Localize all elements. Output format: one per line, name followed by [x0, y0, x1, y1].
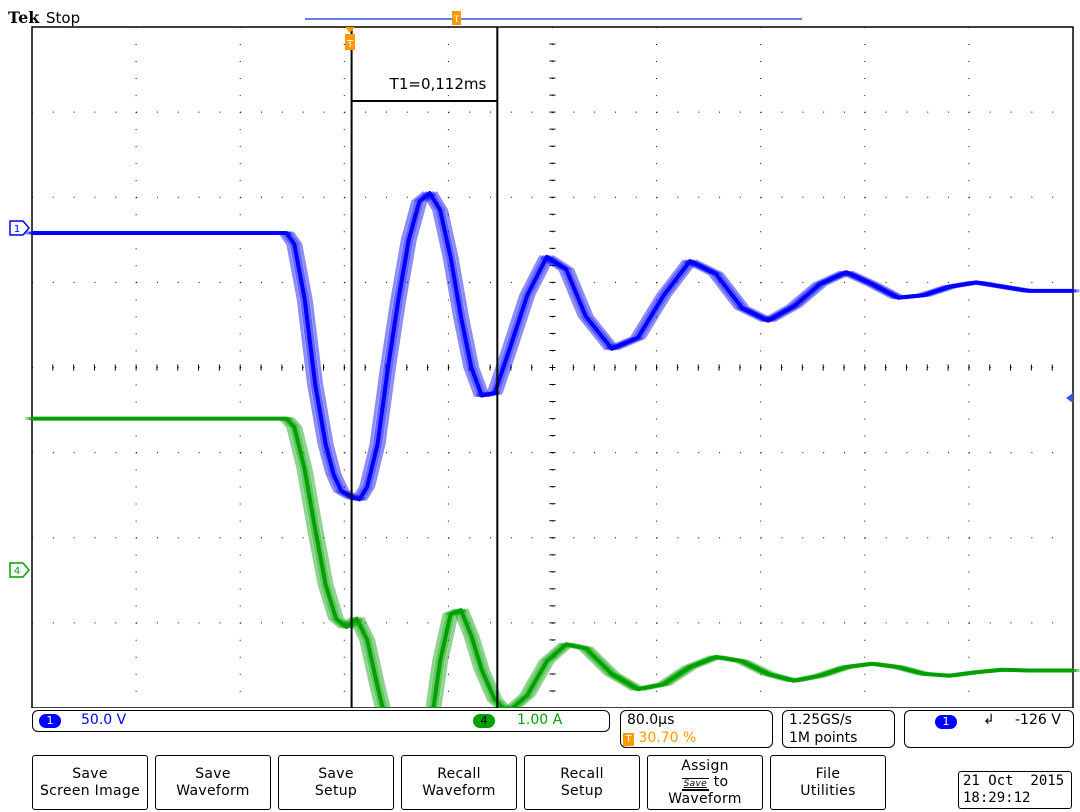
- ch1-trace-sweep: [28, 191, 1070, 501]
- trigger-position-marker[interactable]: T: [345, 27, 355, 50]
- save-waveform-button[interactable]: Save Waveform: [155, 755, 271, 810]
- horizontal-readout[interactable]: 80.0µs T 30.70 %: [620, 710, 773, 748]
- ch1-trace-sweep: [32, 191, 1073, 502]
- svg-text:1: 1: [14, 224, 20, 235]
- trigger-slope-icon: ↲: [983, 712, 995, 728]
- ch4-trace: [25, 416, 1080, 708]
- ch1-scale: 50.0 V: [81, 712, 127, 728]
- trigger-source-indicator: 1: [935, 715, 957, 729]
- timebase: 80.0µs: [627, 712, 675, 728]
- trigger-level: -126 V: [1015, 712, 1061, 728]
- ch1-trace-sweep: [38, 191, 1080, 501]
- svg-text:4: 4: [14, 566, 20, 577]
- record-length: 1M points: [789, 730, 858, 746]
- time: 18:29:12: [963, 790, 1031, 806]
- vertical-scale-readout[interactable]: 1 50.0 V 4 1.00 A: [32, 710, 610, 732]
- ch4-indicator: 4: [473, 714, 495, 728]
- cursor-lines[interactable]: [350, 27, 499, 708]
- recall-waveform-button[interactable]: Recall Waveform: [401, 755, 517, 810]
- ch4-trace-sweep: [32, 416, 1073, 708]
- record-trigger-marker: T: [452, 11, 461, 25]
- svg-text:T: T: [453, 15, 460, 25]
- assign-save-button[interactable]: Assign Save to Waveform: [647, 755, 763, 810]
- waveform-traces: [25, 191, 1080, 708]
- date: 21 Oct 2015: [963, 773, 1065, 789]
- channel4-ground-marker[interactable]: 4: [9, 562, 30, 578]
- brand-logo: Tek: [8, 8, 40, 27]
- svg-text:T: T: [346, 39, 354, 50]
- ch1-indicator: 1: [39, 714, 61, 728]
- save-key-icon: Save: [681, 778, 709, 791]
- ch4-trace-sweep: [35, 417, 1077, 708]
- ch1-trace-sweep: [25, 191, 1067, 501]
- trigger-position-percent: 30.70 %: [638, 730, 697, 746]
- ch4-trace-sweep: [38, 417, 1080, 708]
- file-utilities-button[interactable]: File Utilities: [770, 755, 886, 810]
- trigger-position-icon: T: [623, 733, 634, 746]
- ch1-trace-sweep: [35, 191, 1077, 501]
- acquisition-readout[interactable]: 1.25GS/s 1M points: [782, 710, 895, 748]
- save-screen-image-button[interactable]: Save Screen Image: [32, 755, 148, 810]
- cursor-readout: T1=0,112ms: [389, 75, 487, 93]
- save-setup-button[interactable]: Save Setup: [278, 755, 394, 810]
- sample-rate: 1.25GS/s: [789, 712, 852, 728]
- graticule-grid: [31, 26, 1074, 708]
- trigger-readout[interactable]: 1 ↲ -126 V: [904, 710, 1074, 748]
- ch4-scale: 1.00 A: [517, 712, 563, 728]
- trigger-level-marker[interactable]: [1066, 393, 1073, 403]
- channel1-ground-marker[interactable]: 1: [9, 220, 30, 236]
- recall-setup-button[interactable]: Recall Setup: [524, 755, 640, 810]
- acquisition-state: Stop: [46, 9, 81, 27]
- waveform-display[interactable]: T T1=0,112ms T 1 4: [0, 0, 1080, 708]
- date-time-display: 21 Oct 2015 18:29:12: [958, 771, 1072, 809]
